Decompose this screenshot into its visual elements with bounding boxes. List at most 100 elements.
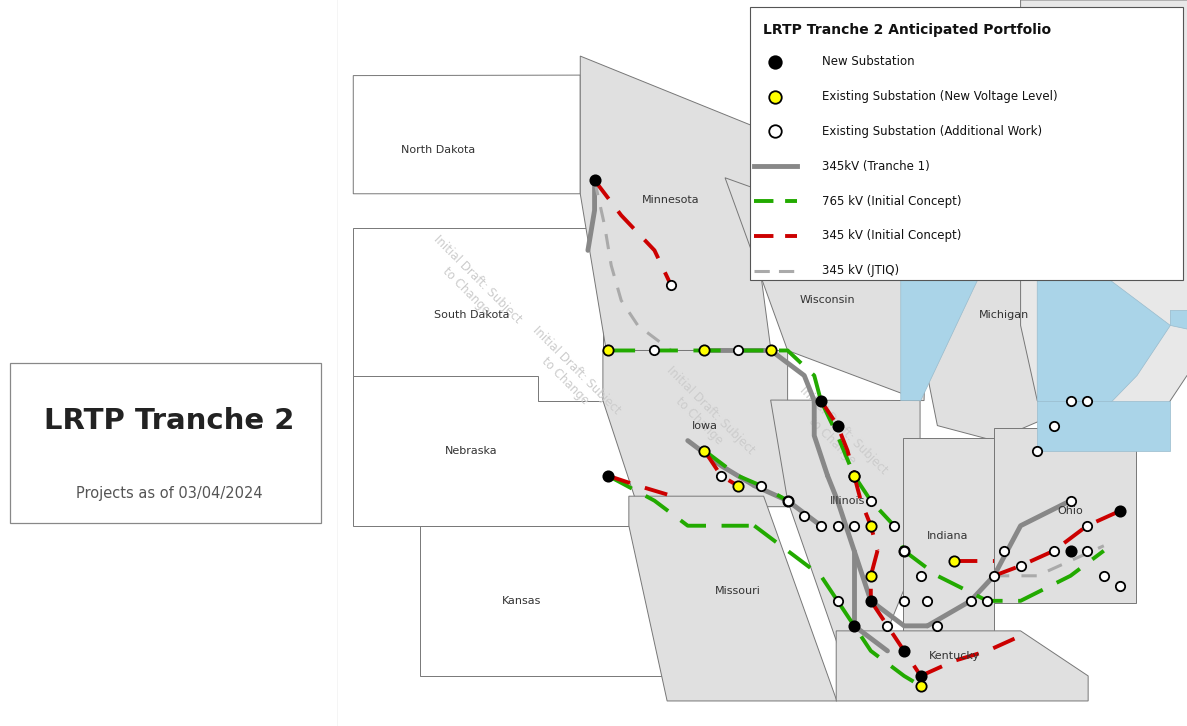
Point (829, 420, 848, 431)
Polygon shape (1021, 0, 1187, 441)
Text: Michigan: Michigan (979, 311, 1029, 320)
Text: 345 kV (JTIQ): 345 kV (JTIQ) (823, 264, 900, 277)
Point (1078, 545, 1097, 557)
Polygon shape (354, 228, 603, 401)
Polygon shape (1037, 225, 1170, 441)
Text: LRTP Tranche 2: LRTP Tranche 2 (44, 407, 294, 435)
Polygon shape (836, 631, 1088, 701)
Point (585, 174, 604, 186)
Point (912, 570, 931, 582)
Point (895, 545, 914, 557)
Point (1061, 545, 1080, 557)
Point (862, 495, 881, 507)
Text: Minnesota: Minnesota (642, 195, 700, 205)
Point (895, 545, 914, 557)
Text: Initial Draft: Subject
to Change: Initial Draft: Subject to Change (786, 383, 890, 488)
Point (812, 395, 831, 407)
Point (878, 620, 897, 632)
Point (1094, 570, 1113, 582)
Polygon shape (770, 400, 920, 676)
Polygon shape (901, 220, 994, 401)
Point (645, 345, 664, 356)
Text: Illinois: Illinois (830, 496, 865, 506)
Text: New Substation: New Substation (823, 55, 915, 68)
Polygon shape (903, 438, 994, 637)
Point (751, 480, 770, 492)
Point (1045, 545, 1064, 557)
Point (779, 495, 798, 507)
Point (862, 520, 881, 531)
Point (795, 510, 814, 521)
Text: Ontario: Ontario (1066, 70, 1107, 80)
Point (728, 480, 747, 492)
Text: Initial Draft: Subject
to Change: Initial Draft: Subject to Change (519, 323, 623, 428)
Text: Missouri: Missouri (715, 586, 761, 596)
Point (895, 595, 914, 607)
Polygon shape (603, 351, 788, 507)
Point (845, 620, 864, 632)
Point (918, 595, 937, 607)
Point (895, 645, 914, 657)
Polygon shape (994, 428, 1136, 603)
Polygon shape (751, 100, 1037, 195)
Polygon shape (725, 178, 927, 401)
Text: Projects as of 03/04/2024: Projects as of 03/04/2024 (76, 486, 262, 501)
Point (812, 520, 831, 531)
Point (912, 680, 931, 692)
Point (1061, 395, 1080, 407)
Polygon shape (1037, 401, 1170, 451)
Point (694, 445, 713, 457)
Text: Nebraska: Nebraska (445, 446, 497, 456)
Text: Indiana: Indiana (927, 531, 969, 541)
Text: LRTP Tranche 2 Anticipated Portfolio: LRTP Tranche 2 Anticipated Portfolio (762, 23, 1050, 37)
Point (845, 470, 864, 481)
Point (845, 470, 864, 481)
Point (995, 545, 1014, 557)
Point (762, 345, 781, 356)
Text: 345 kV (Initial Concept): 345 kV (Initial Concept) (823, 229, 961, 242)
Point (928, 620, 947, 632)
Point (1045, 420, 1064, 431)
Point (1078, 395, 1097, 407)
Text: Initial Draft: Subject
to Change: Initial Draft: Subject to Change (919, 133, 1023, 237)
Point (884, 520, 903, 531)
Text: Ohio: Ohio (1058, 506, 1084, 515)
Point (711, 470, 730, 481)
Text: Initial Draft: Subject
to Change: Initial Draft: Subject to Change (419, 233, 523, 338)
Text: Existing Substation (New Voltage Level): Existing Substation (New Voltage Level) (823, 90, 1058, 103)
Point (1078, 520, 1097, 531)
Polygon shape (580, 56, 838, 351)
Polygon shape (807, 197, 1004, 235)
Polygon shape (354, 375, 645, 526)
Polygon shape (354, 75, 580, 194)
Text: Wisconsin: Wisconsin (800, 295, 856, 306)
Polygon shape (1170, 311, 1187, 351)
FancyBboxPatch shape (11, 363, 322, 523)
Point (1061, 495, 1080, 507)
Point (984, 570, 1003, 582)
Point (1111, 580, 1130, 592)
Text: Existing Substation (Additional Work): Existing Substation (Additional Work) (823, 125, 1042, 138)
Point (978, 595, 997, 607)
Text: 765 kV (Initial Concept): 765 kV (Initial Concept) (823, 195, 961, 208)
Point (829, 520, 848, 531)
Point (945, 555, 964, 566)
Point (829, 595, 848, 607)
Text: Kentucky: Kentucky (928, 651, 979, 661)
Point (728, 345, 747, 356)
Polygon shape (927, 230, 1087, 441)
Point (694, 345, 713, 356)
Text: Iowa: Iowa (691, 420, 717, 431)
FancyBboxPatch shape (750, 7, 1182, 280)
Text: South Dakota: South Dakota (433, 311, 509, 320)
Polygon shape (629, 496, 837, 701)
Text: North Dakota: North Dakota (401, 145, 475, 155)
Point (1111, 505, 1130, 516)
Point (845, 520, 864, 531)
Point (1028, 445, 1047, 457)
Text: 345kV (Tranche 1): 345kV (Tranche 1) (823, 160, 929, 173)
Text: Initial Draft: Subject
to Change: Initial Draft: Subject to Change (652, 364, 756, 468)
Point (862, 570, 881, 582)
Point (961, 595, 980, 607)
Point (598, 470, 617, 481)
